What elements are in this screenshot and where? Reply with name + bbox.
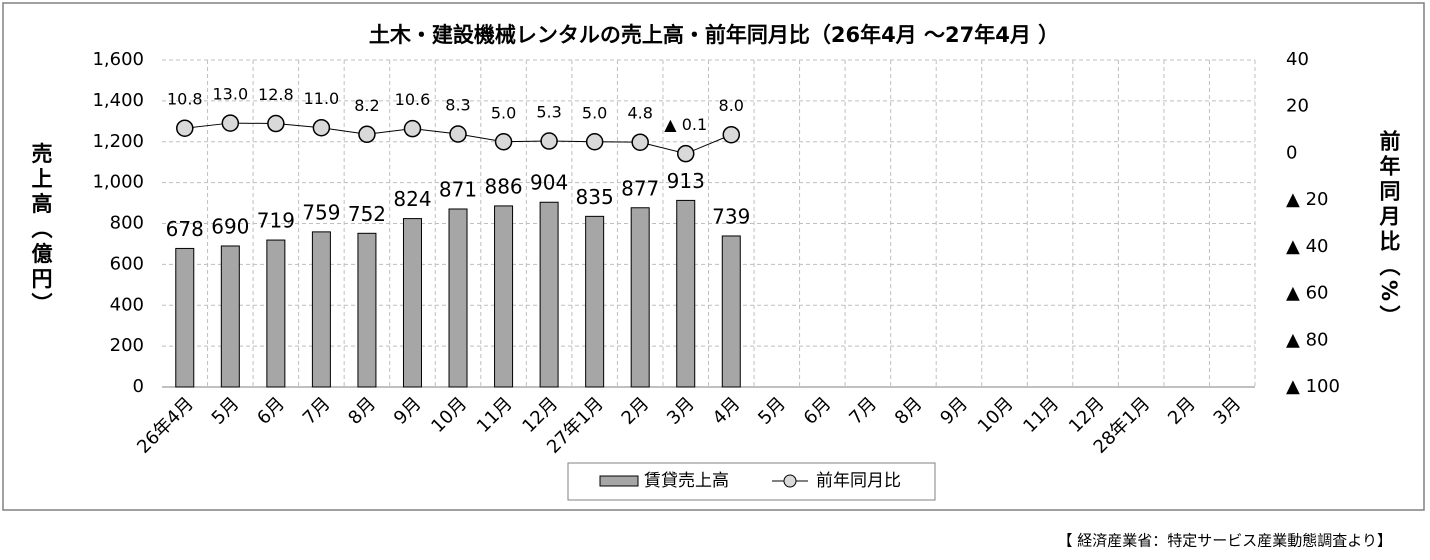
- bar: [721, 235, 741, 388]
- y2-tick-label: 0: [1286, 142, 1297, 163]
- line-marker: [176, 119, 194, 137]
- line-value-label: 5.0: [491, 103, 516, 122]
- bar-value-label: 886: [484, 174, 522, 198]
- bar: [448, 208, 468, 388]
- y-tick-label: 800: [110, 213, 144, 234]
- line-marker: [676, 144, 695, 163]
- y-tick-label: 600: [110, 253, 144, 274]
- bar: [585, 215, 605, 388]
- bar: [220, 245, 240, 388]
- line-marker: [540, 132, 558, 150]
- line-value-label: 8.2: [354, 96, 379, 115]
- bar-value-label: 877: [621, 176, 659, 200]
- line-value-label: 10.6: [395, 90, 431, 109]
- line-marker: [449, 125, 467, 143]
- y-tick-label: 1,000: [92, 172, 144, 193]
- bar-value-label: 739: [712, 204, 750, 228]
- line-value-label: ▲ 0.1: [664, 115, 707, 134]
- chart-title: 土木・建設機械レンタルの売上高・前年同月比（26年4月 ～27年4月 ）: [369, 23, 1059, 47]
- line-marker: [722, 125, 741, 144]
- line-value-label: 11.0: [304, 89, 340, 108]
- y2-tick-label: ▲ 40: [1286, 236, 1328, 257]
- line-marker: [631, 133, 649, 151]
- bar-value-label: 904: [530, 171, 568, 195]
- y-tick-label: 400: [110, 294, 144, 315]
- bar: [311, 231, 331, 388]
- y-axis-label: 売上高（億円）: [29, 143, 53, 318]
- line-value-label: 5.0: [582, 103, 607, 122]
- bar-value-label: 824: [393, 187, 431, 211]
- y-tick-label: 1,400: [92, 90, 144, 111]
- line-value-label: 10.8: [167, 90, 203, 109]
- bar-value-label: 690: [211, 214, 249, 238]
- bar-value-label: 719: [257, 209, 295, 233]
- y2-tick-label: ▲ 60: [1286, 283, 1328, 304]
- bar-value-label: 835: [576, 185, 614, 209]
- line-marker: [267, 114, 285, 133]
- line-value-label: 12.8: [258, 85, 294, 104]
- line-marker: [585, 133, 604, 151]
- y2-axis-label: 前年同月比（%）: [1377, 129, 1402, 330]
- bar: [494, 205, 514, 388]
- line-value-label: 8.0: [719, 96, 744, 115]
- y-tick-label: 0: [133, 376, 144, 397]
- y2-tick-label: ▲ 100: [1286, 376, 1340, 397]
- bar: [539, 201, 559, 388]
- y-tick-label: 1,600: [92, 49, 144, 70]
- line-marker: [358, 125, 376, 144]
- line-marker: [403, 119, 422, 138]
- y2-tick-label: 40: [1286, 49, 1309, 70]
- legend-label: 賃貸売上高: [644, 471, 729, 491]
- line-value-label: 4.8: [627, 104, 652, 123]
- y2-tick-label: 20: [1286, 96, 1309, 117]
- y-tick-label: 1,200: [92, 131, 144, 152]
- bar: [266, 239, 286, 388]
- legend-swatch: [599, 475, 639, 487]
- line-marker: [221, 114, 240, 132]
- bar: [402, 218, 422, 388]
- bar-value-label: 752: [348, 202, 386, 226]
- line-value-label: 5.3: [536, 103, 561, 122]
- line-value-label: 13.0: [213, 85, 249, 104]
- legend-marker: [783, 474, 797, 488]
- bar: [676, 199, 696, 388]
- source-note: 【 経済産業省：特定サービス産業動態調査より】: [1058, 532, 1392, 550]
- y2-tick-label: ▲ 80: [1286, 329, 1328, 350]
- bar: [175, 247, 195, 388]
- y2-tick-label: ▲ 20: [1286, 189, 1328, 210]
- line-marker: [312, 118, 331, 137]
- bar-value-label: 759: [302, 200, 340, 224]
- bar-value-label: 678: [166, 217, 204, 241]
- line-marker: [494, 133, 513, 151]
- bar-value-label: 913: [667, 169, 705, 193]
- bar-value-label: 871: [439, 177, 477, 201]
- bar: [357, 232, 377, 388]
- chart-frame: [2, 2, 1425, 511]
- y-tick-label: 200: [110, 335, 144, 356]
- bar: [630, 207, 650, 388]
- legend-label: 前年同月比: [816, 471, 901, 491]
- line-value-label: 8.3: [445, 96, 470, 115]
